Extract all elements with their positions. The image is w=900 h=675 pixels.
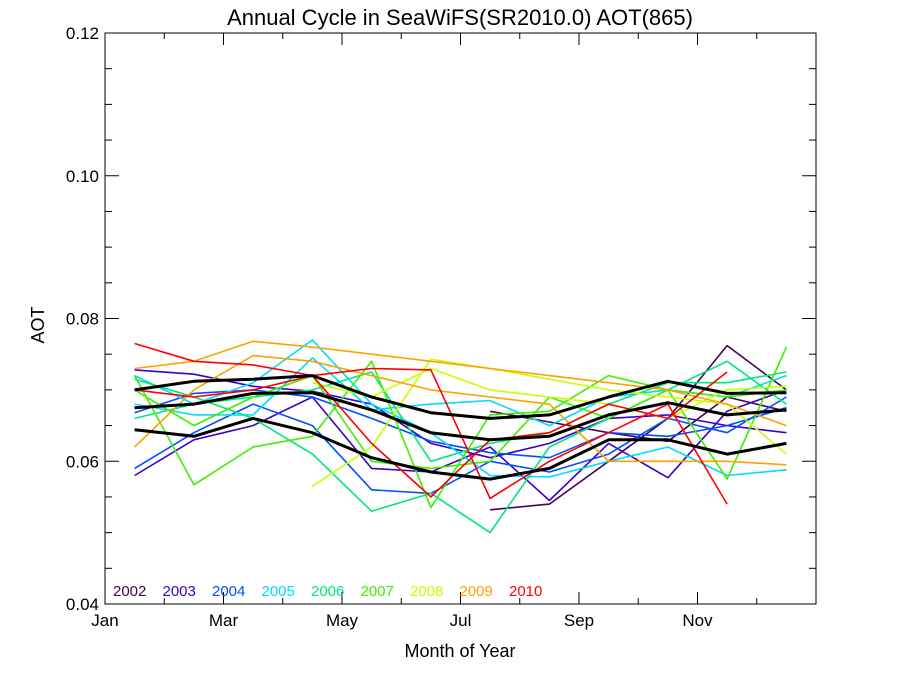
- series-line-2010-0: [134, 342, 728, 505]
- legend-item-2003: 2003: [163, 583, 196, 600]
- series-line-2010-1: [134, 371, 728, 498]
- x-tick-label: Mar: [209, 611, 239, 630]
- x-axis-title: Month of Year: [404, 641, 515, 661]
- legend-item-2004: 2004: [212, 583, 245, 600]
- summary-line-9-0: [134, 374, 787, 420]
- y-tick-label: 0.06: [66, 452, 99, 471]
- series-line-2009-0: [134, 340, 787, 427]
- x-tick-label: May: [326, 611, 359, 630]
- x-tick-label: Sep: [564, 611, 594, 630]
- series-line-2005-0: [134, 339, 787, 478]
- summary-line-10-0: [134, 391, 787, 442]
- legend-item-2010: 2010: [509, 583, 542, 600]
- series-line-2003-1: [134, 369, 787, 459]
- series-layer: [133, 339, 788, 534]
- legend-item-2007: 2007: [361, 583, 394, 600]
- series-line-2006-0: [134, 360, 787, 534]
- x-tick-label: Nov: [682, 611, 713, 630]
- legend-item-2002: 2002: [113, 583, 146, 600]
- legend: 2002 2003 2004 2005 2006 2007 2008 2009 2010: [113, 583, 542, 600]
- legend-item-2006: 2006: [311, 583, 344, 600]
- y-tick-label: 0.12: [66, 24, 99, 43]
- y-tick-label: 0.08: [66, 310, 99, 329]
- summary-line-11-0: [134, 416, 787, 481]
- y-tick-label: 0.04: [66, 595, 99, 614]
- y-tick-label: 0.10: [66, 167, 99, 186]
- series-line-2007-0: [133, 346, 788, 509]
- legend-item-2009: 2009: [460, 583, 493, 600]
- x-tick-label: Jan: [91, 611, 118, 630]
- x-tick-label: Jul: [450, 611, 472, 630]
- plot-frame: [104, 32, 817, 605]
- ticks-layer: Jan Mar May Jul Sep Nov 0.04 0.06 0.08 0.10 0.12: [66, 24, 816, 630]
- legend-item-2005: 2005: [262, 583, 295, 600]
- chart-title: Annual Cycle in SeaWiFS(SR2010.0) AOT(86…: [227, 5, 693, 30]
- series-line-2009-1: [134, 354, 787, 466]
- series-line-2007-1: [134, 374, 787, 470]
- series-line-2003-0: [134, 389, 787, 502]
- y-axis-title: AOT: [28, 306, 48, 343]
- legend-item-2008: 2008: [410, 583, 443, 600]
